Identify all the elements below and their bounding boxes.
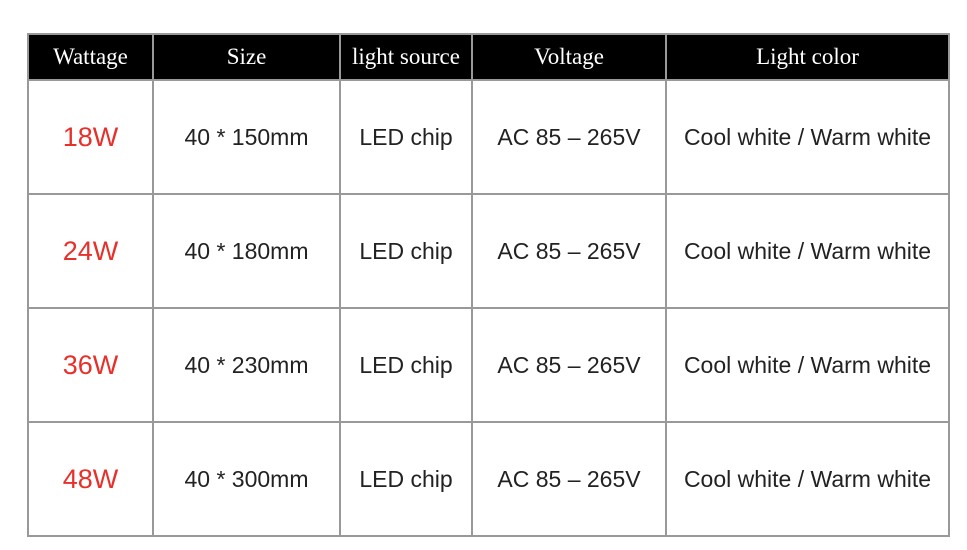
- size-cell: 40 * 150mm: [152, 79, 341, 195]
- voltage-cell: AC 85 – 265V: [471, 307, 667, 423]
- voltage-cell: AC 85 – 265V: [471, 79, 667, 195]
- light-color-cell: Cool white / Warm white: [665, 421, 950, 537]
- table-row: 48W 40 * 300mm LED chip AC 85 – 265V Coo…: [27, 421, 950, 537]
- wattage-cell: 36W: [27, 307, 154, 423]
- wattage-cell: 48W: [27, 421, 154, 537]
- light-source-cell: LED chip: [339, 307, 473, 423]
- header-light-source: light source: [339, 33, 473, 81]
- size-cell: 40 * 230mm: [152, 307, 341, 423]
- header-voltage: Voltage: [471, 33, 667, 81]
- spec-table: Wattage Size light source Voltage Light …: [27, 33, 950, 537]
- size-cell: 40 * 300mm: [152, 421, 341, 537]
- header-size: Size: [152, 33, 341, 81]
- size-cell: 40 * 180mm: [152, 193, 341, 309]
- table-row: 18W 40 * 150mm LED chip AC 85 – 265V Coo…: [27, 79, 950, 195]
- light-source-cell: LED chip: [339, 421, 473, 537]
- voltage-cell: AC 85 – 265V: [471, 193, 667, 309]
- wattage-cell: 24W: [27, 193, 154, 309]
- light-source-cell: LED chip: [339, 193, 473, 309]
- header-wattage: Wattage: [27, 33, 154, 81]
- light-color-cell: Cool white / Warm white: [665, 193, 950, 309]
- light-color-cell: Cool white / Warm white: [665, 307, 950, 423]
- wattage-cell: 18W: [27, 79, 154, 195]
- voltage-cell: AC 85 – 265V: [471, 421, 667, 537]
- header-row: Wattage Size light source Voltage Light …: [27, 33, 950, 81]
- table-row: 24W 40 * 180mm LED chip AC 85 – 265V Coo…: [27, 193, 950, 309]
- header-light-color: Light color: [665, 33, 950, 81]
- light-source-cell: LED chip: [339, 79, 473, 195]
- table-row: 36W 40 * 230mm LED chip AC 85 – 265V Coo…: [27, 307, 950, 423]
- light-color-cell: Cool white / Warm white: [665, 79, 950, 195]
